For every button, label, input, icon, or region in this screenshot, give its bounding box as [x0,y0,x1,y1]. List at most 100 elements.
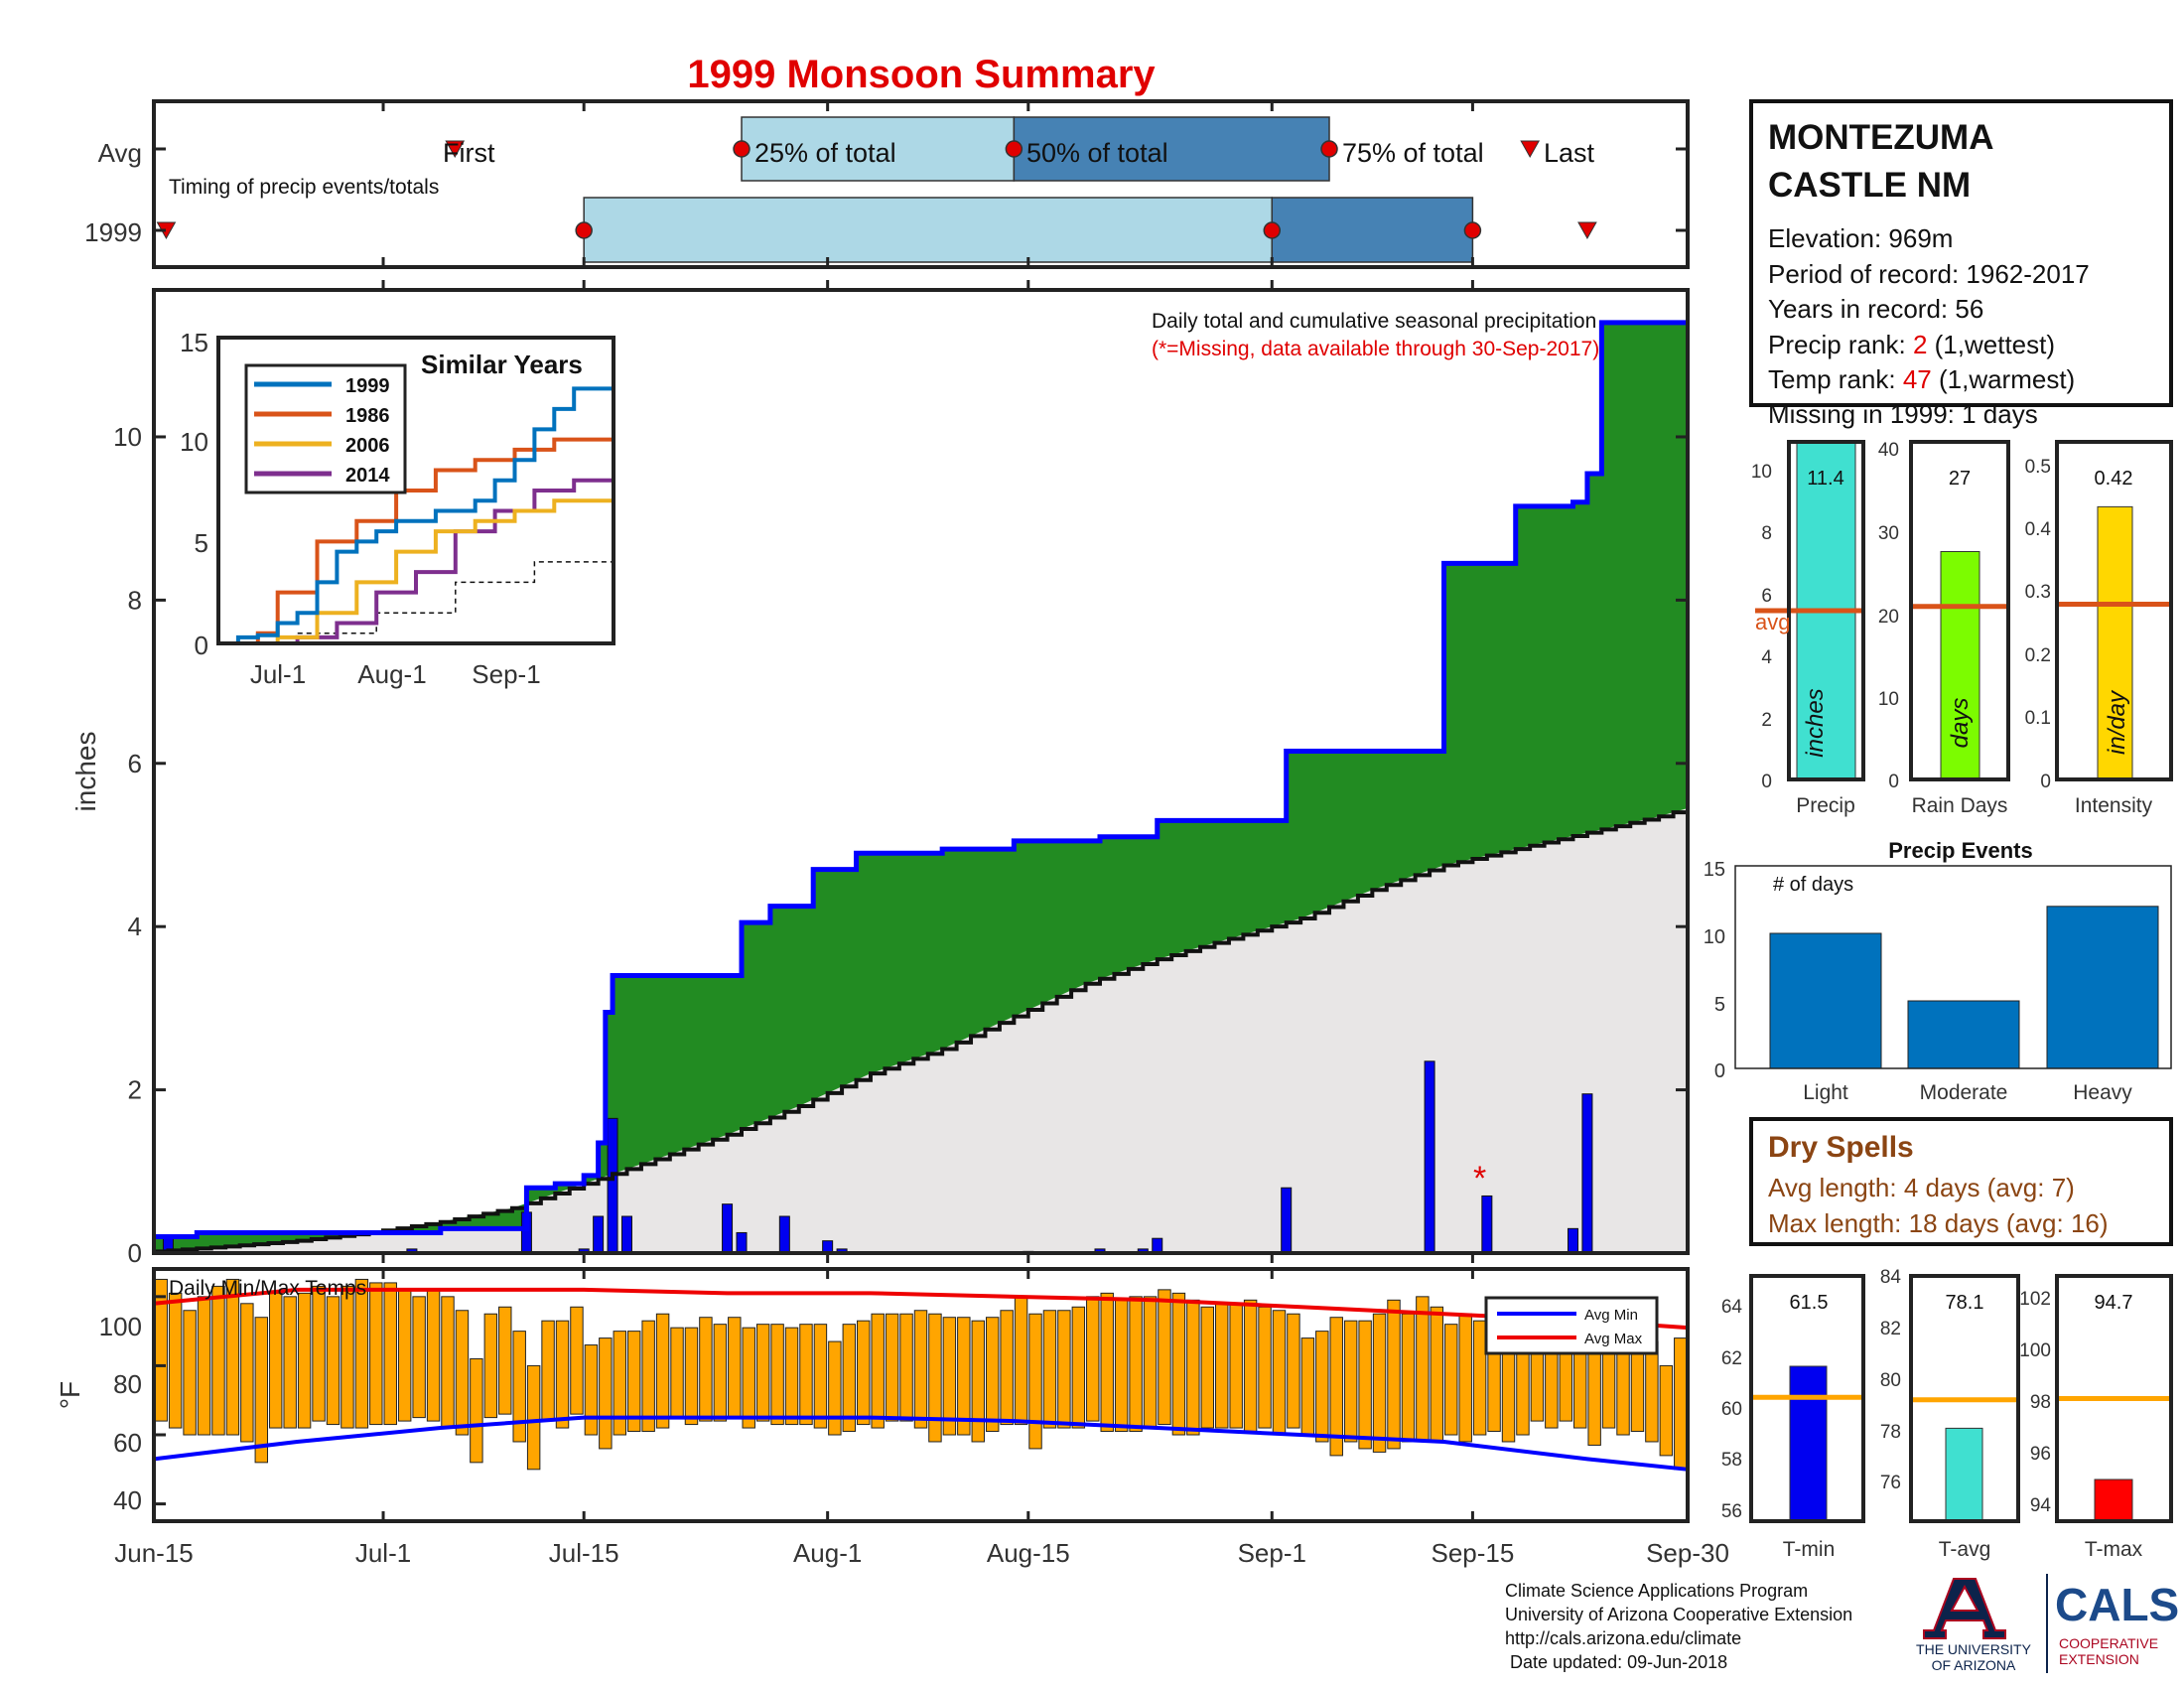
precip-y-ticks: 0 2 4 6 8 10 [113,422,1688,1268]
tavg-label: T-avg [1939,1538,1991,1561]
daily-temp-bar [957,1317,971,1436]
daily-temp-bar [326,1296,341,1426]
footer-line2: University of Arizona Cooperative Extens… [1505,1605,1852,1624]
event-bar-light [1769,932,1882,1069]
precip-y-tick-label: 8 [128,585,142,615]
similar-years-inset: 15 10 5 0 Jul-1 Aug-1 Sep-1 Similar Year… [180,328,615,689]
timing-year-75-marker [1463,221,1482,239]
tavg-tick-76: 76 [1880,1473,1901,1493]
daily-precip-bar [607,1117,618,1254]
daily-temp-bar [1401,1313,1416,1443]
daily-temp-bar [555,1320,570,1429]
daily-temp-bar [269,1292,283,1429]
temp-summary-bar-0 [1789,1365,1828,1522]
temp-summary-marks [1751,1365,2171,1522]
daily-temp-bar [728,1317,742,1419]
precip-tick-4: 4 [1761,647,1772,668]
legend-label-2006: 2006 [345,435,390,457]
daily-temp-bar [1158,1289,1171,1426]
chart-title: 1999 Monsoon Summary [687,53,1156,96]
tmin-label: T-min [1783,1538,1836,1561]
precip-events: Precip Events # of days 15 10 5 0 Light … [1704,838,2172,1104]
timing-avg-first-marker [445,140,466,159]
legend-label-1986: 1986 [345,405,390,427]
daily-temp-bar [1200,1306,1215,1429]
precip-summary-unit: inches [1802,688,1829,757]
temp-y-tick-40: 40 [113,1485,142,1515]
intensity-tick-0: 0 [2040,772,2051,792]
daily-temp-bar [641,1320,655,1433]
intensity-summary-value: 0.42 [2095,468,2133,490]
intensity-tick-04: 0.4 [2025,519,2052,540]
footer-line1: Climate Science Applications Program [1505,1581,1808,1601]
date-tick-label: Sep-30 [1646,1538,1729,1568]
precip-y-tick-label: 2 [128,1075,142,1105]
inset-line-1999 [218,386,614,645]
daily-temp-bar [670,1327,684,1419]
dry-spells-avg: Avg length: 4 days (avg: 7) [1768,1173,2075,1202]
timing-avg-25-marker [733,140,751,158]
tmin-tick-60: 60 [1721,1399,1742,1420]
daily-temp-bar [613,1331,626,1436]
daily-temp-bar [1086,1296,1100,1422]
temp-summary-bar-2 [2094,1478,2133,1522]
precip-marks [154,320,1690,1254]
daily-temp-bar [1171,1292,1186,1436]
daily-temp-bar [1630,1347,1645,1433]
daily-temp-bar [1057,1310,1071,1429]
timing-marks [154,116,1688,263]
date-tick-label: Aug-1 [793,1538,862,1568]
tmin-value: 61.5 [1790,1292,1829,1314]
footer: Climate Science Applications Program Uni… [1505,1581,1852,1672]
precip-frame [152,288,1690,1255]
precip-tick-6: 6 [1761,586,1772,607]
daily-temp-bar [1186,1299,1200,1436]
daily-precip-bar [1581,1093,1593,1254]
precip-y-tick-label: 10 [113,422,142,452]
dry-spells-max: Max length: 18 days (avg: 16) [1768,1208,2109,1238]
timing-panel: Avg 1999 Timing of precip events/totals … [84,99,1690,269]
temp-rank-label: Temp rank: [1768,364,1903,394]
events-cat-heavy: Heavy [2073,1081,2132,1104]
timing-avg-75-marker [1320,140,1338,158]
timing-75-label: 75% of total [1342,138,1484,168]
tmax-tick-94: 94 [2030,1495,2052,1516]
daily-temp-bar [985,1317,1000,1433]
tmax-tick-100: 100 [2019,1340,2051,1361]
event-bar-heavy [2046,906,2159,1069]
avg-max-line [153,1287,1689,1331]
raindays-tick-20: 20 [1878,607,1899,628]
daily-temp-bar [1416,1296,1430,1443]
daily-temp-bar [1472,1320,1487,1436]
daily-precip-bar [1567,1227,1578,1254]
raindays-tick-0: 0 [1888,772,1899,792]
daily-temp-bar [1143,1296,1158,1429]
precip-rank-label: Precip rank: [1768,330,1913,359]
event-bar-moderate [1907,1000,2020,1069]
daily-temp-bar [1042,1310,1057,1429]
inset-title: Similar Years [421,350,583,379]
block-a-icon [1923,1578,2006,1639]
station-name-line2: CASTLE NM [1768,166,1971,205]
daily-temp-bar [1272,1310,1287,1436]
precip-y-tick-label: 0 [128,1238,142,1268]
timing-year-last-marker [1577,221,1597,240]
daily-precip-bar [722,1203,734,1254]
date-tick-label: Jul-15 [549,1538,619,1568]
daily-temp-bar [211,1285,225,1436]
inset-y-tick-15: 15 [180,328,208,357]
intensity-tick-02: 0.2 [2025,645,2051,666]
daily-temp-bar [626,1331,641,1433]
intensity-summary-unit: in/day [2104,689,2130,755]
summary-bar-2 [2097,505,2133,780]
daily-temp-bar [913,1310,928,1429]
events-cat-light: Light [1803,1081,1848,1104]
station-years: Years in record: 56 [1768,294,1983,324]
temp-chart: Daily Min/Max Temps 100 80 60 40 °F Avg … [55,1267,1690,1523]
raindays-tick-40: 40 [1878,440,1899,461]
missing-marker: * [1473,1160,1486,1197]
daily-temp-bar [799,1324,813,1426]
precip-summary-label: Precip [1796,794,1855,817]
temp-panel-label: Daily Min/Max Temps [169,1277,366,1300]
